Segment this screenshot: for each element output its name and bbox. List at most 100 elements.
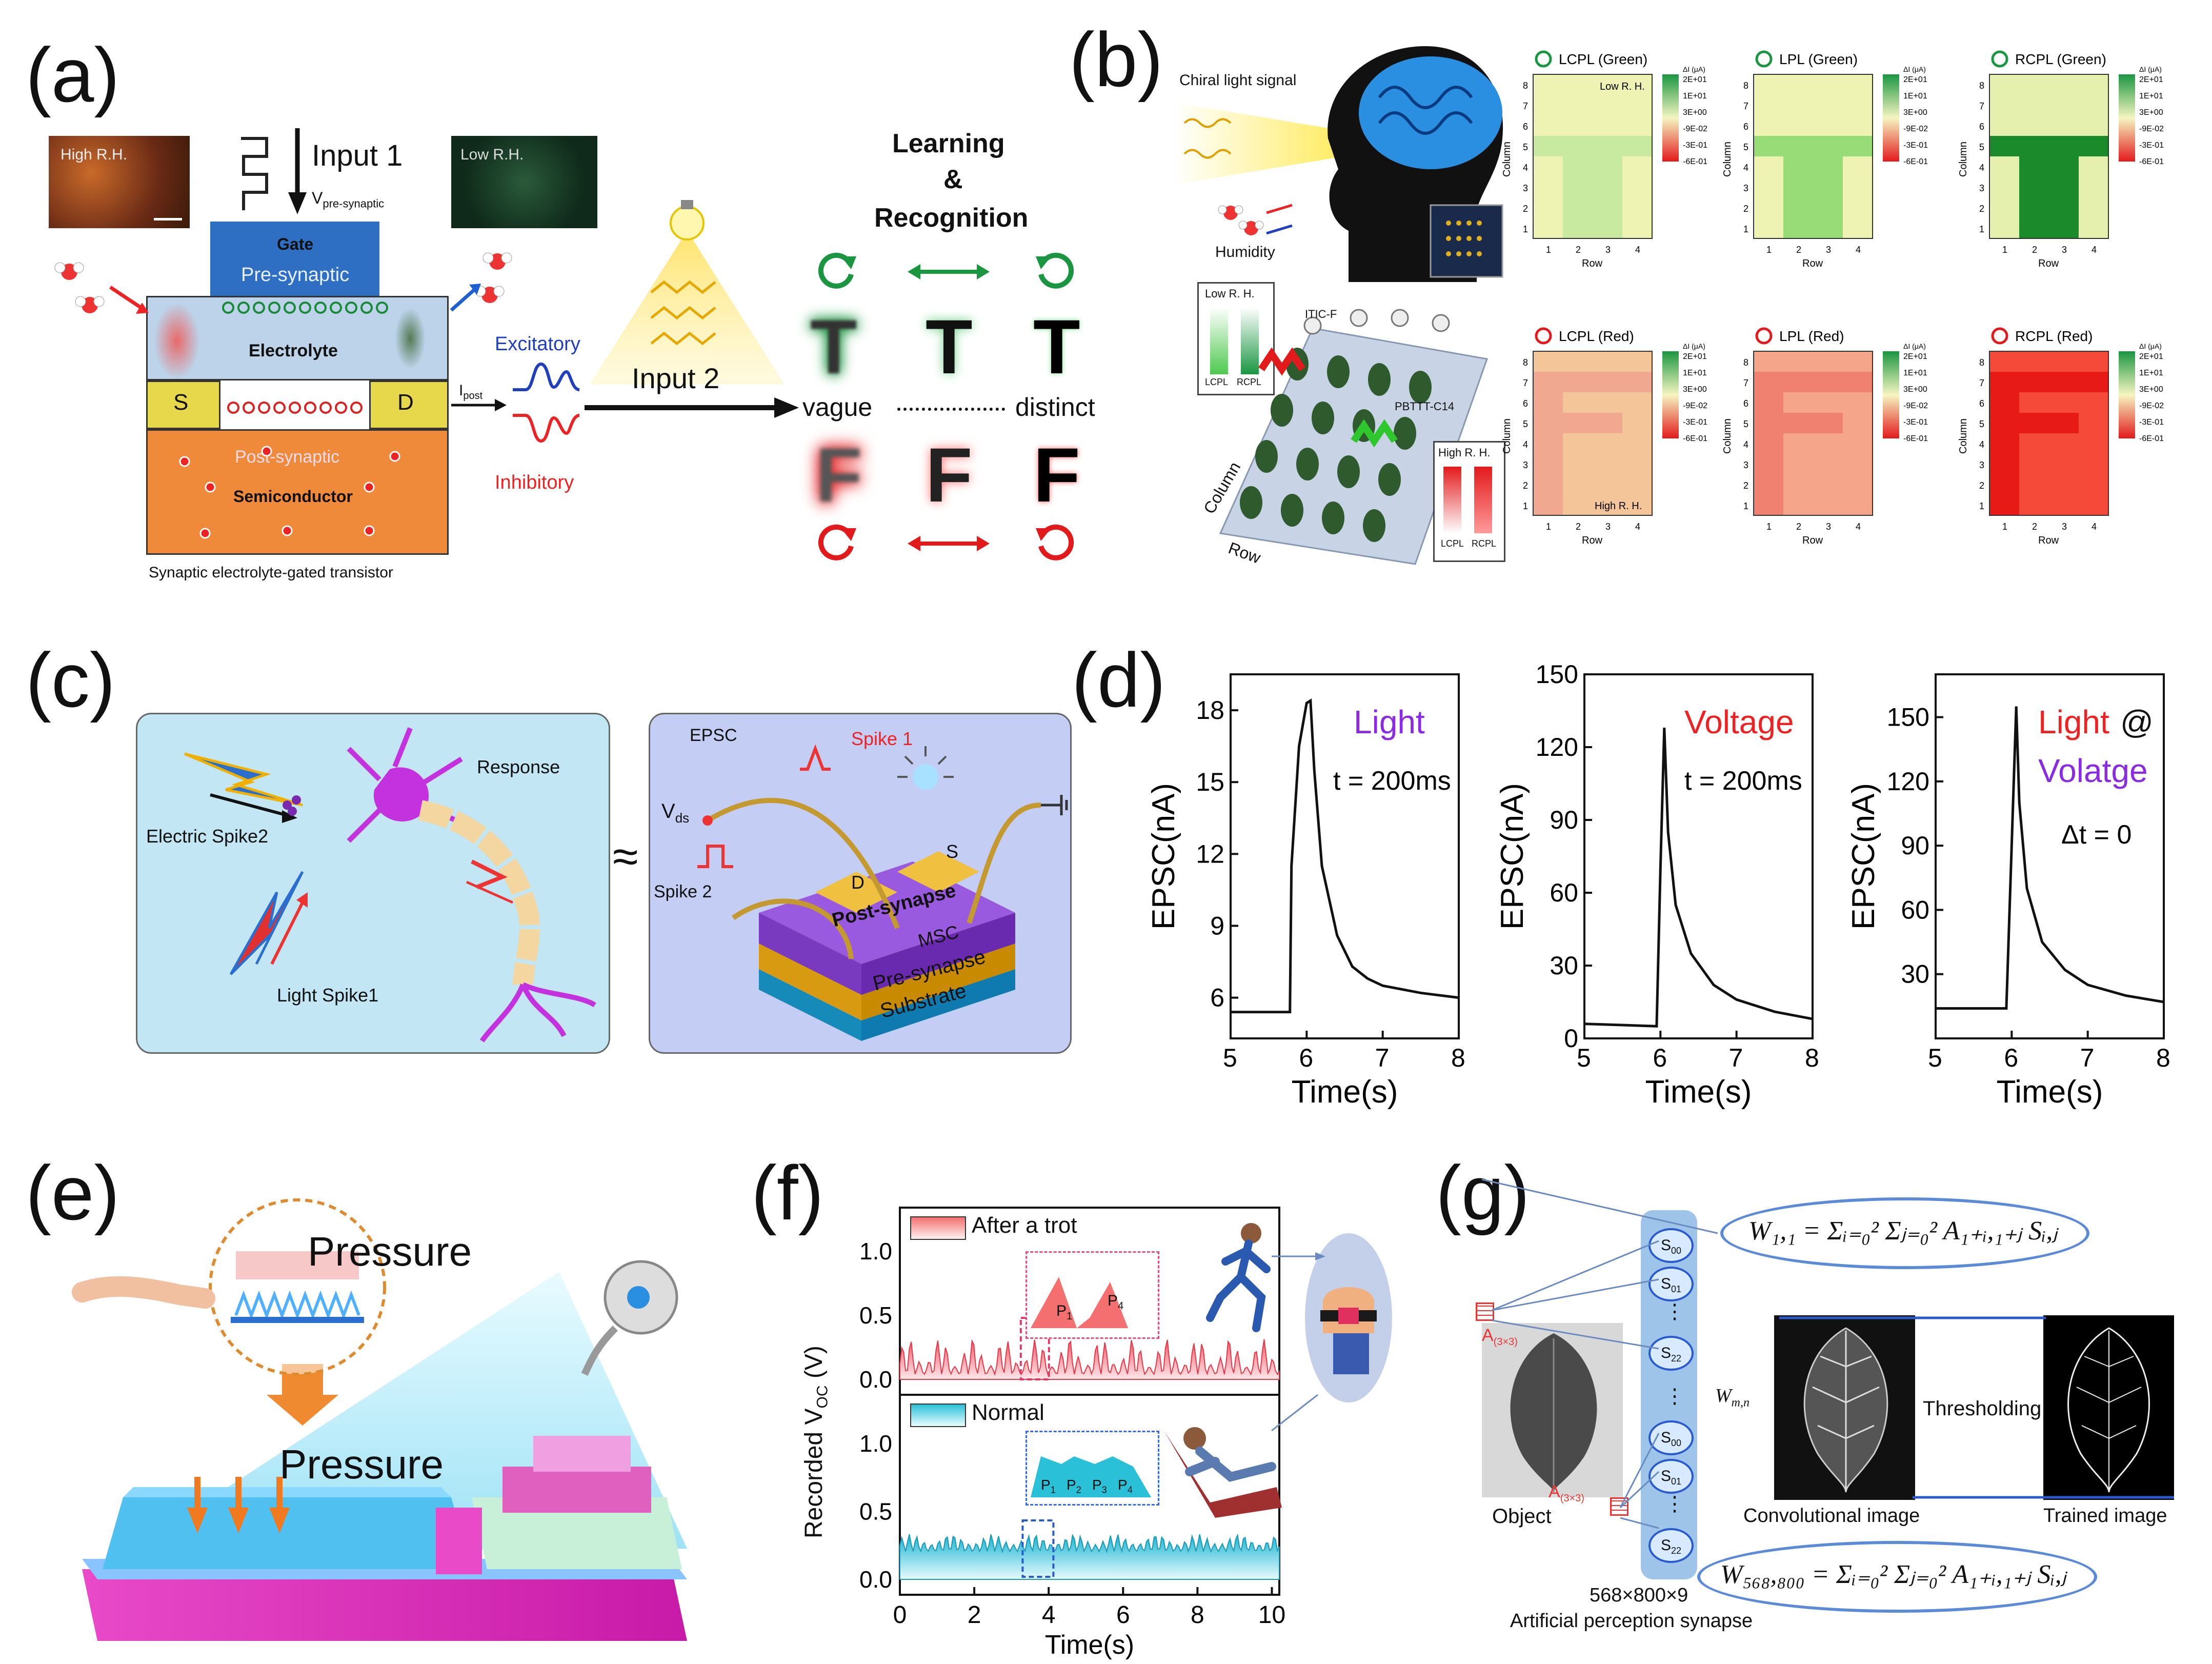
colorbar-tick: -6E-01 (2139, 434, 2164, 443)
heatmap-cell (1622, 74, 1652, 95)
device-s-label: S (946, 841, 959, 862)
heatmap-cell (2019, 177, 2049, 197)
colorbar-tick: 3E+00 (1683, 385, 1707, 394)
heatmap-xlabel: Row (2038, 535, 2059, 546)
epsc-ylabel: EPSC(nA) (1146, 783, 1181, 930)
inhibitory-wave (513, 414, 580, 443)
epsc-ytick: 0 (1564, 1024, 1578, 1053)
heatmap-cell (2049, 351, 2079, 372)
colorbar-tick: -3E-01 (2139, 141, 2164, 150)
voc-ytick-bottom: 1.0 (859, 1430, 892, 1457)
heatmap-low-rh: Low R. H. (1600, 81, 1645, 92)
colorbar-tick: -3E-01 (1903, 141, 1928, 150)
heatmap-ylabel: Column (1501, 418, 1513, 454)
distinct-label: distinct (1015, 393, 1095, 422)
colorbar-tick: 1E+01 (1683, 92, 1707, 101)
heatmap-xtick: 3 (1826, 522, 1831, 532)
panel-a-label: (a) (26, 32, 120, 118)
heatmap-xtick: 1 (1766, 245, 1772, 255)
colorbar-tick: 2E+01 (1903, 352, 1927, 361)
heatmap-ytick: 5 (1979, 419, 1984, 429)
electrolyte-label: Electrolyte (249, 341, 338, 360)
heatmap-cell (1563, 177, 1593, 197)
heatmap-cell (2079, 115, 2108, 136)
heatmap-xtick: 2 (2032, 245, 2037, 255)
post-synaptic-label: Post-synaptic (235, 447, 340, 467)
colorbar-tick: 2E+01 (1903, 75, 1927, 84)
colorbar-unit: ΔI (μA) (2139, 65, 2162, 73)
approx-symbol: ≈ (613, 831, 638, 883)
heatmap-cell (1813, 136, 1843, 156)
heatmap-ytick: 8 (1523, 357, 1528, 368)
epsc-plot-frame (1935, 673, 2165, 1039)
heatmap-cell (1813, 474, 1843, 495)
heatmap-frame (1989, 351, 2109, 516)
ipost-label: Ipost (459, 382, 483, 402)
heatmap-cell (1563, 115, 1593, 136)
colorbar-tick: 3E+00 (1903, 385, 1927, 394)
heatmap-5: LPL (Red) 8 7 6 5 4 3 2 1 1 2 3 4 Column Row ΔI (μA) 2E+… (1722, 327, 1928, 546)
epsc-xtick: 6 (2004, 1044, 2018, 1072)
learning-title-1: Learning (892, 129, 1005, 158)
heatmap-polarization-icon (1535, 50, 1552, 68)
epsc-ytick: 9 (1210, 911, 1224, 940)
heatmap-title: LPL (Green) (1779, 51, 1858, 67)
letter-t-distinct: T (1033, 304, 1080, 390)
f-legend-bottom: Normal (972, 1400, 1044, 1425)
heatmap-cell (2019, 495, 2049, 515)
epsc-plots: 5 6 7 8 6 9 12 15 18 Time(s) EPSC(nA) 5 6 7 8 0 30 60 90 12… (1146, 660, 2170, 1110)
heatmap-cell (1593, 218, 1622, 238)
wrist-connectors (1271, 1252, 1325, 1432)
heatmap-ytick: 4 (1743, 439, 1748, 450)
heatmap-cell (2019, 197, 2049, 218)
epsc-curve (1231, 698, 1459, 1014)
heatmap-cell (1843, 74, 1873, 95)
heatmap-xlabel: Row (1582, 258, 1603, 269)
heatmap-xtick: 4 (2092, 522, 2097, 532)
pressure-bottom-label: Pressure (279, 1441, 444, 1487)
epsc-xtick: 8 (2156, 1044, 2170, 1072)
heatmap-cell (1533, 454, 1563, 474)
heatmap-xtick: 3 (2062, 245, 2067, 255)
heatmap-cell (2049, 218, 2079, 238)
heatmap-cell (1754, 495, 1783, 515)
heatmap-cell (1563, 74, 1593, 95)
epsc-xtick: 7 (1729, 1044, 1743, 1072)
heatmap-ytick: 7 (1743, 101, 1748, 111)
transistor-caption: Synaptic electrolyte-gated transistor (149, 564, 393, 581)
synapse-node: S01 (1648, 1267, 1694, 1301)
heatmap-cell (2019, 392, 2049, 413)
low-rh-lcpl-label: LCPL (1205, 377, 1229, 387)
heatmap-xlabel: Row (1802, 535, 1823, 546)
heatmap-frame (1753, 351, 1873, 516)
heatmap-ytick: 8 (1979, 81, 1984, 91)
heatmap-xtick: 2 (1576, 245, 1581, 255)
lcpl-green-icon (818, 252, 856, 289)
letter-f-mid: F (926, 432, 973, 518)
colorbar-tick: -3E-01 (2139, 418, 2164, 427)
heatmap-cell (1843, 372, 1873, 392)
synapse-node: S01 (1648, 1459, 1694, 1494)
heatmap-cell (1783, 372, 1813, 392)
heatmap-cell (1783, 197, 1813, 218)
voc-frame (899, 1207, 1280, 1596)
plot3-title-a: Light (2038, 704, 2109, 740)
colorbar-tick: -6E-01 (1683, 434, 1707, 443)
heatmap-ytick: 3 (1979, 460, 1984, 470)
trot-series (899, 1339, 1280, 1380)
high-rh-micrograph (49, 136, 190, 228)
plot2-title: Voltage (1684, 704, 1794, 740)
v-pre-synaptic-label: Vpre-synaptic (312, 189, 385, 210)
heatmap-xtick: 1 (2002, 522, 2007, 532)
heatmap-cell (1622, 136, 1652, 156)
heatmap-cell (1989, 413, 2019, 433)
colorbar-tick: 1E+01 (2139, 369, 2163, 377)
voc-xtick: 4 (1042, 1601, 1056, 1629)
heatmap-cell (2019, 156, 2049, 177)
heatmap-cell (1622, 495, 1652, 515)
heatmap-cell (1533, 351, 1563, 372)
heatmap-cell (2079, 495, 2108, 515)
heatmap-cell (1754, 372, 1783, 392)
heatmap-cell (1989, 372, 2019, 392)
heatmap-colorbar (1662, 351, 1679, 438)
